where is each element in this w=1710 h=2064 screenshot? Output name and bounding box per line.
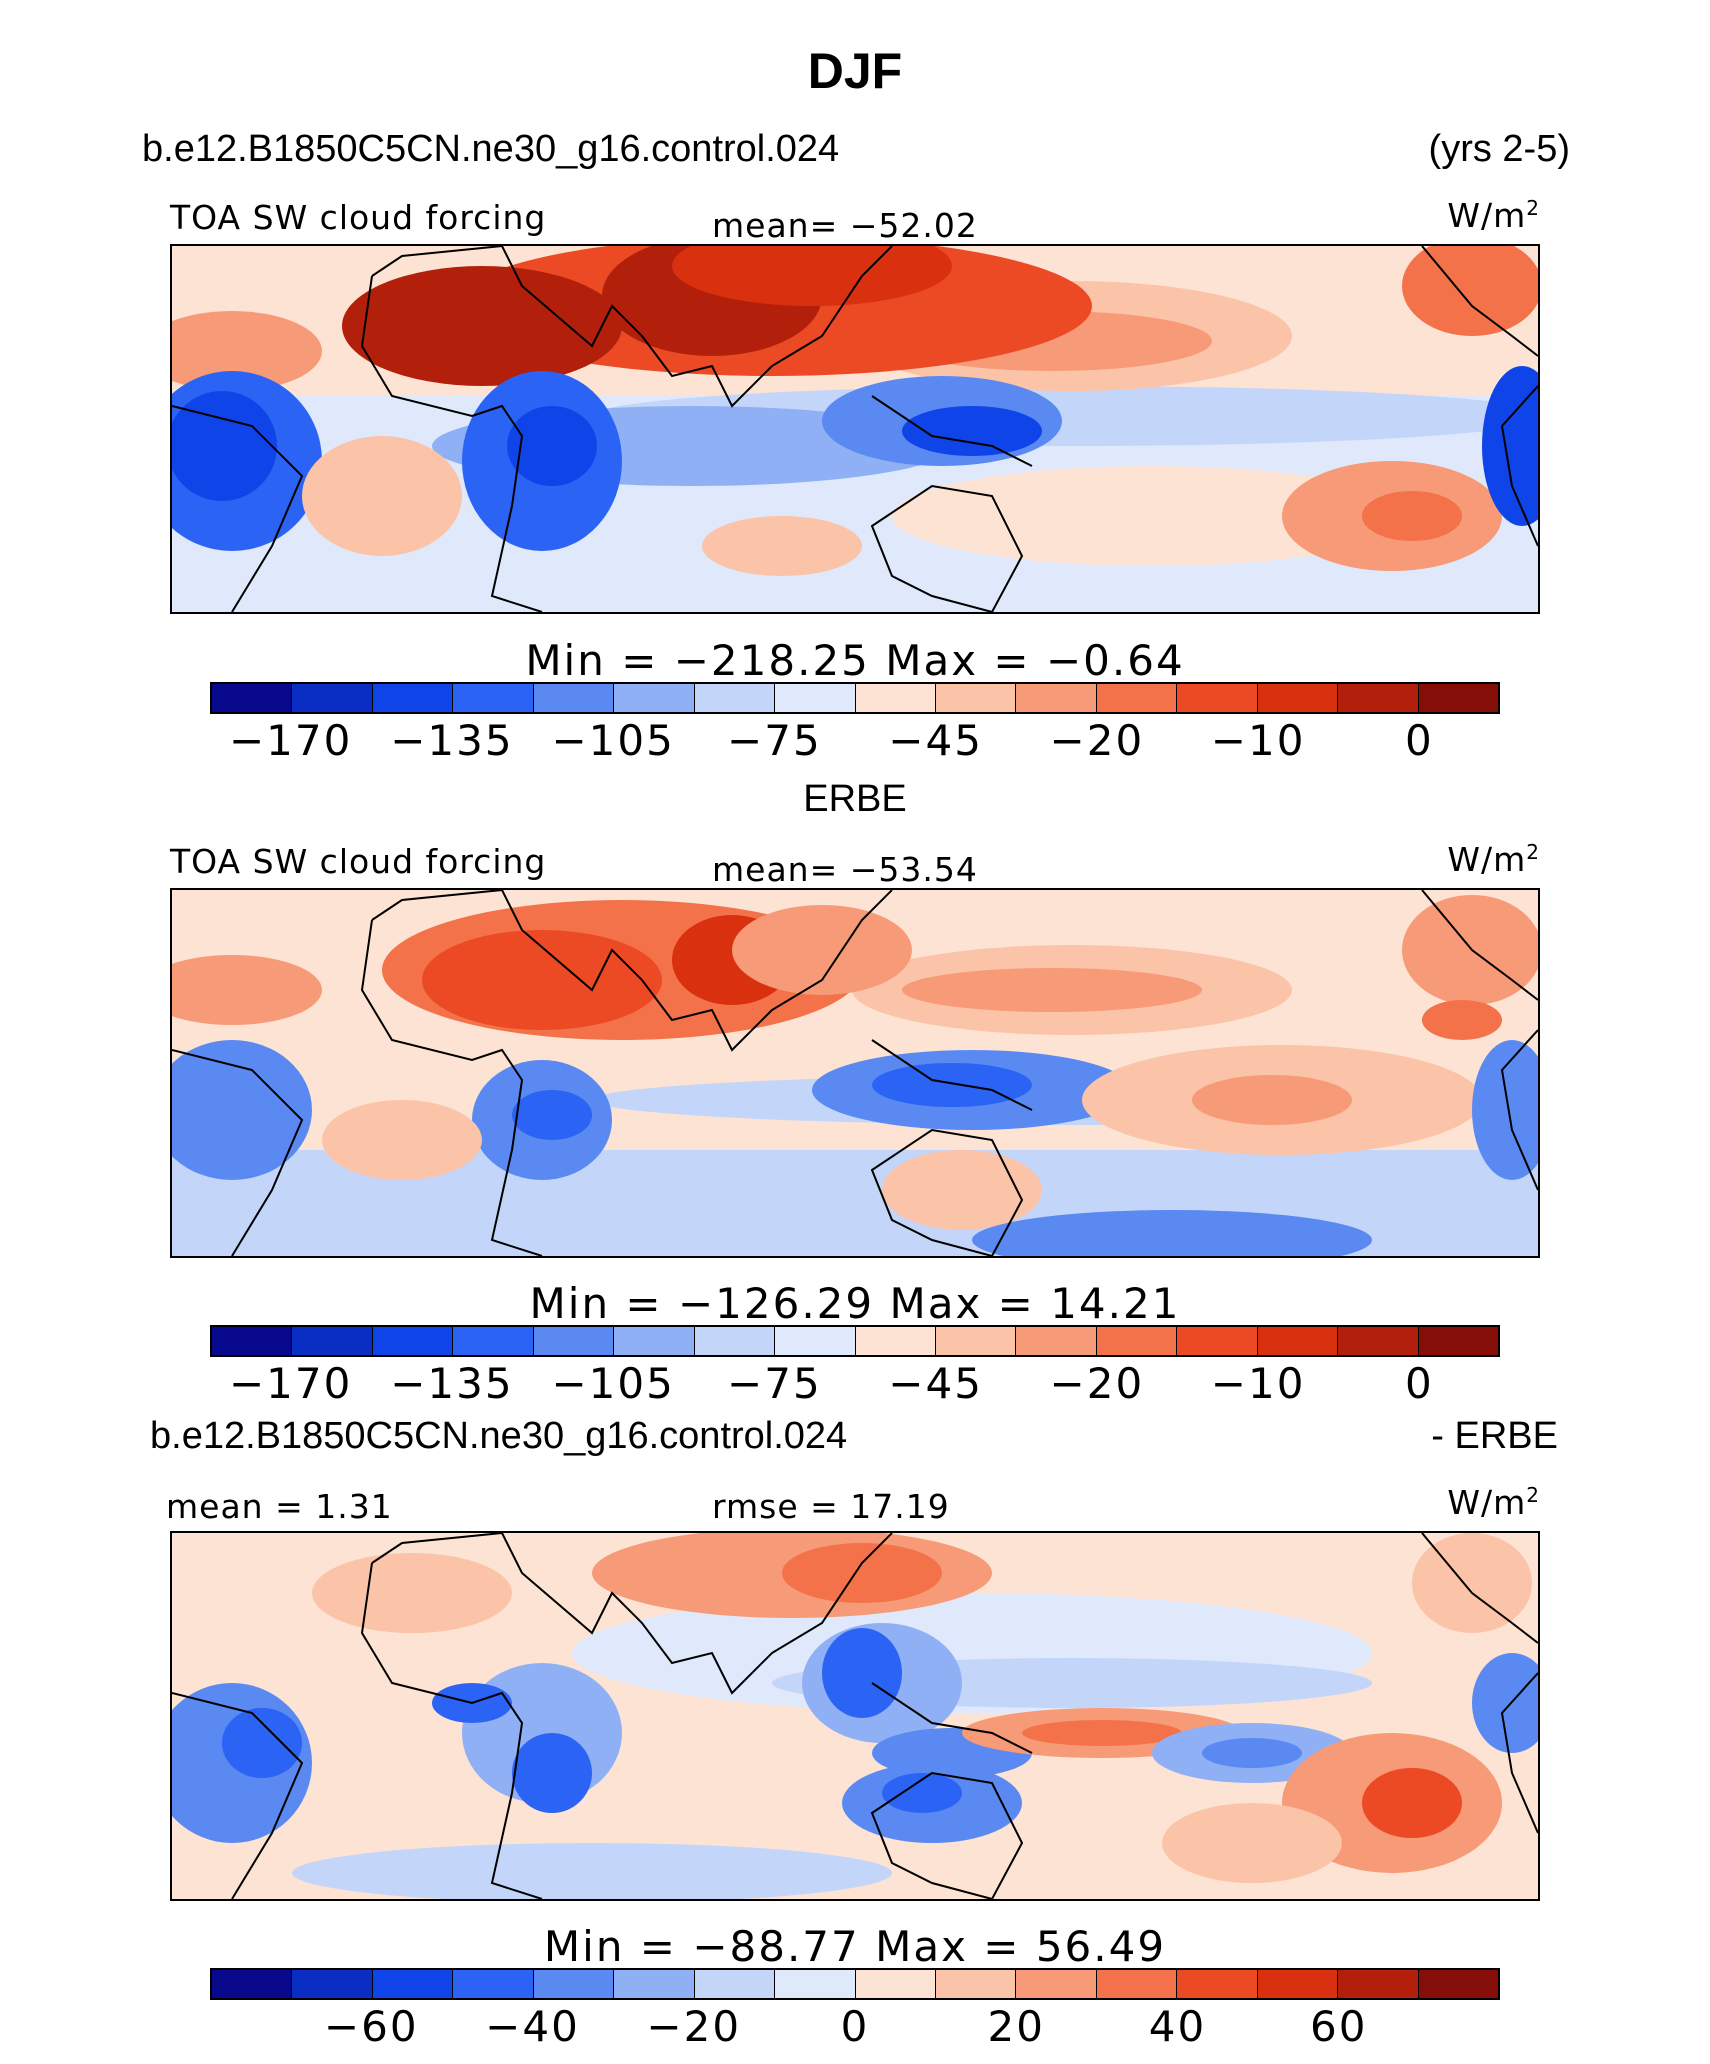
colorbar-swatch <box>292 684 373 712</box>
colorbar-swatch <box>372 1970 454 1998</box>
colorbar-swatch <box>372 684 454 712</box>
colorbar-tick-label: 60 <box>1310 2002 1368 2051</box>
colorbar-tick-label: −10 <box>1210 716 1306 765</box>
panel3-colorbar <box>210 1968 1500 2000</box>
colorbar-swatch <box>775 1327 856 1355</box>
colorbar-swatch <box>1338 1970 1419 1998</box>
colorbar-swatch <box>533 684 615 712</box>
panel3-case-label: b.e12.B1850C5CN.ne30_g16.control.024 <box>150 1415 848 1457</box>
panel1-map <box>170 244 1540 614</box>
colorbar-swatch <box>614 1970 695 1998</box>
colorbar-swatch <box>1096 684 1178 712</box>
colorbar-swatch <box>935 1970 1017 1998</box>
colorbar-swatch <box>1338 684 1419 712</box>
colorbar-tick-label: −45 <box>888 1359 983 1408</box>
colorbar-tick-label: −45 <box>888 716 983 765</box>
panel1-variable-label: TOA SW cloud forcing <box>170 198 547 237</box>
colorbar-swatch <box>694 1327 776 1355</box>
colorbar-swatch <box>1177 1327 1258 1355</box>
colorbar-tick-label: −75 <box>727 1359 822 1408</box>
colorbar-tick-label: −20 <box>1049 1359 1145 1408</box>
panel3-mean-label: mean = 1.31 <box>166 1487 393 1526</box>
colorbar-tick-label: −135 <box>390 1359 514 1408</box>
colorbar-swatch <box>694 1970 776 1998</box>
colorbar-swatch <box>1177 684 1258 712</box>
panel2-colorbar-ticks: −170 −135 −105 −75 −45 −20 −10 0 <box>210 1359 1500 1409</box>
colorbar-swatch <box>614 684 695 712</box>
colorbar-tick-label: 0 <box>1405 716 1434 765</box>
colorbar-swatch <box>614 1327 695 1355</box>
colorbar-tick-label: −170 <box>228 716 353 765</box>
panel2-variable-label: TOA SW cloud forcing <box>170 842 547 881</box>
colorbar-tick-label: −40 <box>485 2002 580 2051</box>
panel1-mean-label: mean= −52.02 <box>712 206 978 245</box>
colorbar-swatch <box>372 1327 454 1355</box>
colorbar-swatch <box>694 684 776 712</box>
colorbar-swatch <box>292 1970 373 1998</box>
panel2-map <box>170 888 1540 1258</box>
panel2-mean-label: mean= −53.54 <box>712 850 978 889</box>
colorbar-swatch <box>855 684 936 712</box>
colorbar-swatch <box>533 1970 615 1998</box>
colorbar-tick-label: −20 <box>646 2002 742 2051</box>
panel3-units-label: W/m2 <box>1447 1483 1540 1522</box>
panel1-years-label: (yrs 2-5) <box>1428 128 1570 170</box>
panel3-colorbar-ticks: −60 −40 −20 0 20 40 60 <box>210 2002 1500 2052</box>
colorbar-swatch <box>1418 1970 1498 1998</box>
colorbar-swatch <box>1257 1970 1339 1998</box>
colorbar-tick-label: −170 <box>228 1359 353 1408</box>
colorbar-swatch <box>1096 1970 1178 1998</box>
colorbar-swatch <box>1338 1327 1419 1355</box>
panel2-case-label: ERBE <box>803 778 907 820</box>
panel3-map <box>170 1531 1540 1901</box>
colorbar-tick-label: −75 <box>727 716 822 765</box>
figure-title: DJF <box>807 43 903 99</box>
colorbar-tick-label: 40 <box>1148 2002 1207 2051</box>
colorbar-swatch <box>1418 1327 1498 1355</box>
panel3-diff-label: - ERBE <box>1431 1415 1558 1457</box>
colorbar-swatch <box>533 1327 615 1355</box>
colorbar-tick-label: 20 <box>987 2002 1045 2051</box>
colorbar-swatch <box>212 684 293 712</box>
colorbar-swatch <box>292 1327 373 1355</box>
colorbar-tick-label: −105 <box>551 1359 675 1408</box>
colorbar-swatch <box>1418 684 1498 712</box>
colorbar-swatch <box>935 1327 1017 1355</box>
colorbar-swatch <box>453 684 534 712</box>
colorbar-swatch <box>453 1327 534 1355</box>
colorbar-tick-label: −135 <box>390 716 514 765</box>
colorbar-tick-label: −60 <box>323 2002 419 2051</box>
panel2-min-max: Min = −126.29 Max = 14.21 <box>529 1279 1181 1328</box>
colorbar-swatch <box>1016 1327 1097 1355</box>
colorbar-swatch <box>855 1327 936 1355</box>
colorbar-swatch <box>1096 1327 1178 1355</box>
colorbar-swatch <box>1257 684 1339 712</box>
panel1-units-label: W/m2 <box>1447 196 1540 235</box>
panel2-colorbar <box>210 1325 1500 1357</box>
colorbar-swatch <box>1016 684 1097 712</box>
colorbar-tick-label: −10 <box>1210 1359 1306 1408</box>
colorbar-tick-label: −20 <box>1049 716 1145 765</box>
panel1-case-label: b.e12.B1850C5CN.ne30_g16.control.024 <box>142 128 840 170</box>
colorbar-swatch <box>212 1327 293 1355</box>
panel1-colorbar-ticks: −170 −135 −105 −75 −45 −20 −10 0 <box>210 716 1500 766</box>
colorbar-tick-label: 0 <box>1405 1359 1434 1408</box>
panel2-units-label: W/m2 <box>1447 840 1540 879</box>
colorbar-tick-label: −105 <box>551 716 675 765</box>
colorbar-swatch <box>935 684 1017 712</box>
panel3-min-max: Min = −88.77 Max = 56.49 <box>543 1922 1167 1971</box>
colorbar-swatch <box>212 1970 293 1998</box>
colorbar-swatch <box>453 1970 534 1998</box>
colorbar-swatch <box>1257 1327 1339 1355</box>
colorbar-tick-label: 0 <box>840 2002 870 2051</box>
colorbar-swatch <box>1016 1970 1097 1998</box>
panel1-colorbar <box>210 682 1500 714</box>
colorbar-swatch <box>775 684 856 712</box>
panel3-rmse-label: rmse = 17.19 <box>712 1487 950 1526</box>
colorbar-swatch <box>775 1970 856 1998</box>
colorbar-swatch <box>855 1970 936 1998</box>
colorbar-swatch <box>1177 1970 1258 1998</box>
panel1-min-max: Min = −218.25 Max = −0.64 <box>525 636 1185 685</box>
